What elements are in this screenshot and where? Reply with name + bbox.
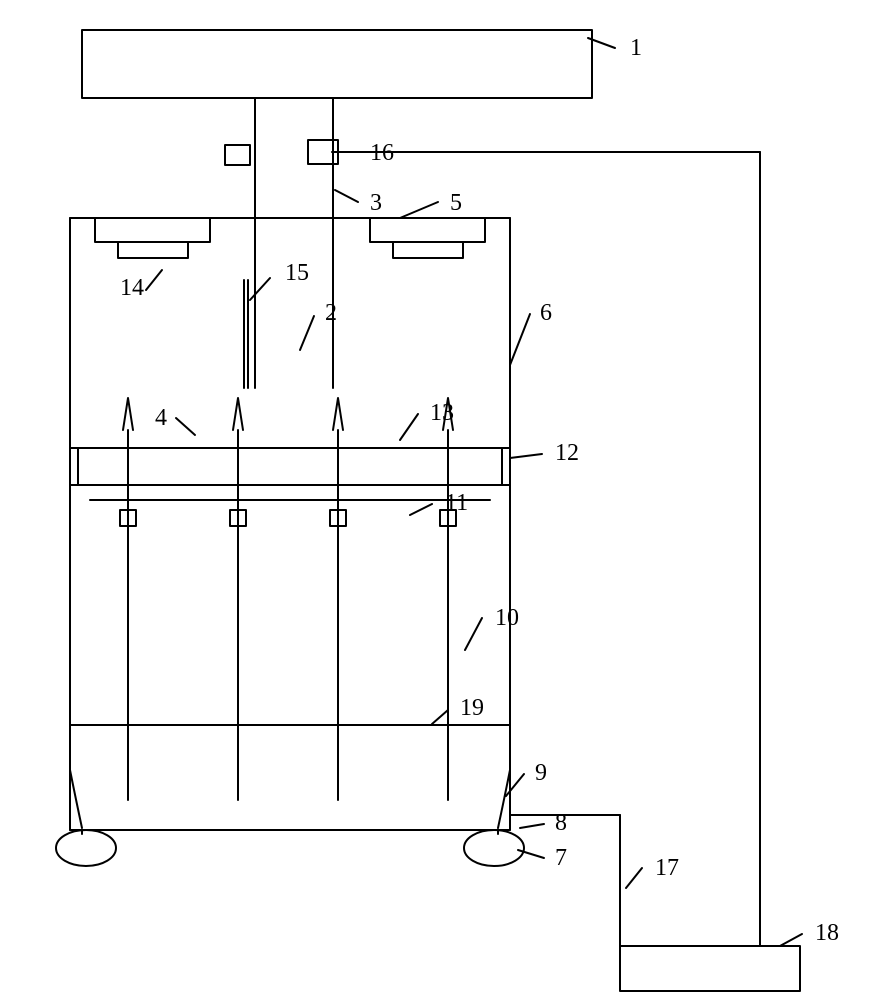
part-label-3: 3 [370, 190, 382, 216]
part-label-7: 7 [555, 845, 567, 871]
part-label-2: 2 [325, 300, 337, 326]
diagram: 1 16 3 5 14 15 2 6 4 13 12 11 10 19 98 7 17 18 [0, 0, 882, 1000]
part-label-17: 17 [655, 855, 679, 881]
part-label-8: 8 [555, 810, 567, 836]
part-label-13: 13 [430, 400, 454, 426]
part-label-1: 1 [630, 35, 642, 61]
part-label-4: 4 [155, 405, 167, 431]
part-label-6: 6 [540, 300, 552, 326]
part-label-18: 18 [815, 920, 839, 946]
part-label-9: 9 [535, 760, 547, 786]
part-label-14: 14 [120, 275, 144, 301]
part-label-19: 19 [460, 695, 484, 721]
part-label-5: 5 [450, 190, 462, 216]
part-label-11: 11 [445, 490, 468, 516]
part-label-16: 16 [370, 140, 394, 166]
part-label-12: 12 [555, 440, 579, 466]
part-label-15: 15 [285, 260, 309, 286]
part-label-10: 10 [495, 605, 519, 631]
